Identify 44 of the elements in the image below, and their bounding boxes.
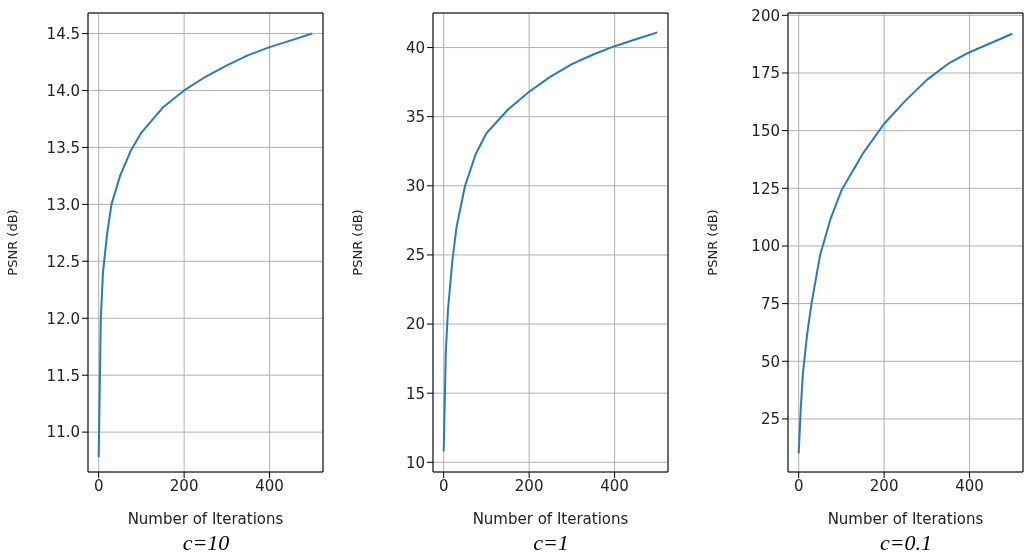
- y-tick-label: 10: [405, 453, 425, 472]
- y-tick-label: 14.0: [46, 81, 80, 100]
- y-tick-label: 30: [405, 177, 425, 196]
- line-series: [97, 32, 314, 459]
- y-tick-label: 200: [751, 6, 780, 25]
- line-series: [442, 31, 659, 453]
- x-tick-label: 400: [955, 476, 984, 495]
- y-tick-label: 35: [405, 108, 425, 127]
- x-tick-label: 400: [600, 476, 629, 495]
- y-tick-label: 175: [751, 64, 780, 83]
- y-tick-label: 75: [760, 294, 780, 313]
- y-tick-label: 11.0: [46, 423, 80, 442]
- y-tick-label: 12.0: [46, 309, 80, 328]
- y-tick-label: 20: [405, 315, 425, 334]
- y-tick-label: 25: [760, 410, 780, 429]
- x-tick-label: 200: [514, 476, 544, 495]
- x-tick-label: 200: [169, 476, 199, 495]
- line-series: [797, 32, 1014, 455]
- y-tick-label: 13.0: [46, 195, 80, 214]
- x-tick-label: 400: [255, 476, 284, 495]
- y-tick-label: 15: [405, 384, 425, 403]
- y-axis-title: PSNR (dB): [349, 209, 365, 276]
- y-tick-label: 14.5: [46, 24, 80, 43]
- text: c=10: [181, 530, 231, 556]
- text: c=1: [532, 530, 570, 556]
- x-tick-label: 200: [869, 476, 899, 495]
- y-tick-label: 25: [405, 246, 425, 265]
- x-tick-label: 0: [438, 476, 449, 495]
- x-axis-title: Number of Iterations: [472, 510, 629, 528]
- y-tick-label: 125: [751, 179, 780, 198]
- x-tick-label: 0: [793, 476, 804, 495]
- y-tick-label: 150: [751, 121, 780, 140]
- y-tick-label: 40: [405, 38, 425, 57]
- y-tick-label: 13.5: [46, 138, 80, 157]
- y-tick-label: 11.5: [46, 366, 80, 385]
- x-axis-title: Number of Iterations: [827, 510, 984, 528]
- text: c=0.1: [878, 530, 934, 556]
- y-tick-label: 50: [760, 352, 780, 371]
- y-tick-label: 12.5: [46, 252, 80, 271]
- y-axis-title: PSNR (dB): [4, 209, 20, 276]
- y-axis-title: PSNR (dB): [704, 209, 720, 276]
- y-tick-label: 100: [751, 237, 780, 256]
- x-axis-title: Number of Iterations: [127, 510, 284, 528]
- x-tick-label: 0: [93, 476, 104, 495]
